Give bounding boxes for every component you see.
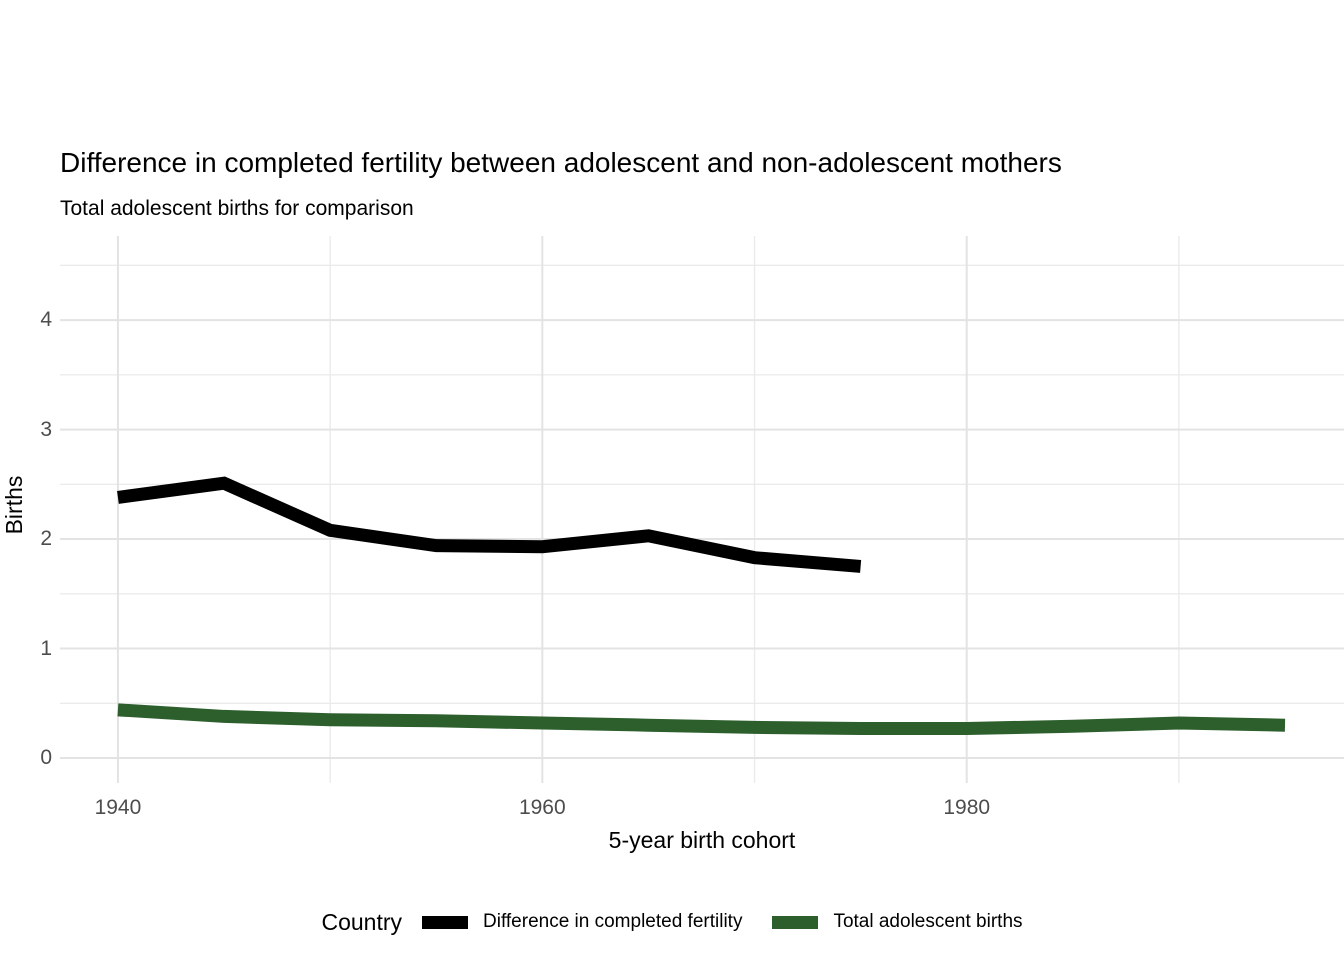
legend-label: Total adolescent births [833, 911, 1023, 932]
legend-swatch-icon [422, 915, 469, 929]
x-tick-label: 1980 [943, 796, 991, 819]
y-tick-label: 1 [40, 636, 52, 660]
y-tick-label: 4 [40, 308, 52, 332]
chart-title: Difference in completed fertility betwee… [60, 147, 1062, 178]
y-tick-label: 2 [40, 527, 52, 551]
legend-entries: Difference in completed fertility Total a… [422, 911, 1023, 933]
legend-title: Country [321, 908, 403, 935]
series-line-difference-in-completed-fertility [117, 476, 862, 573]
legend-label: Difference in completed fertility [483, 911, 743, 932]
x-axis-title: 5-year birth cohort [608, 827, 796, 853]
x-tick-label: 1940 [94, 796, 142, 819]
legend-entry: Total adolescent births [772, 911, 1023, 933]
legend-entry: Difference in completed fertility [422, 911, 742, 933]
y-tick-label: 0 [40, 746, 52, 770]
plot-area [60, 236, 1344, 783]
legend: Country Difference in completed fertilit… [0, 906, 1344, 938]
y-tick-label: 3 [40, 417, 52, 441]
y-axis-title: Births [1, 475, 27, 535]
legend-swatch-icon [772, 915, 819, 929]
chart-subtitle: Total adolescent births for comparison [60, 197, 414, 220]
series-line-total-adolescent-births [117, 703, 1286, 735]
x-tick-label: 1960 [518, 796, 566, 819]
